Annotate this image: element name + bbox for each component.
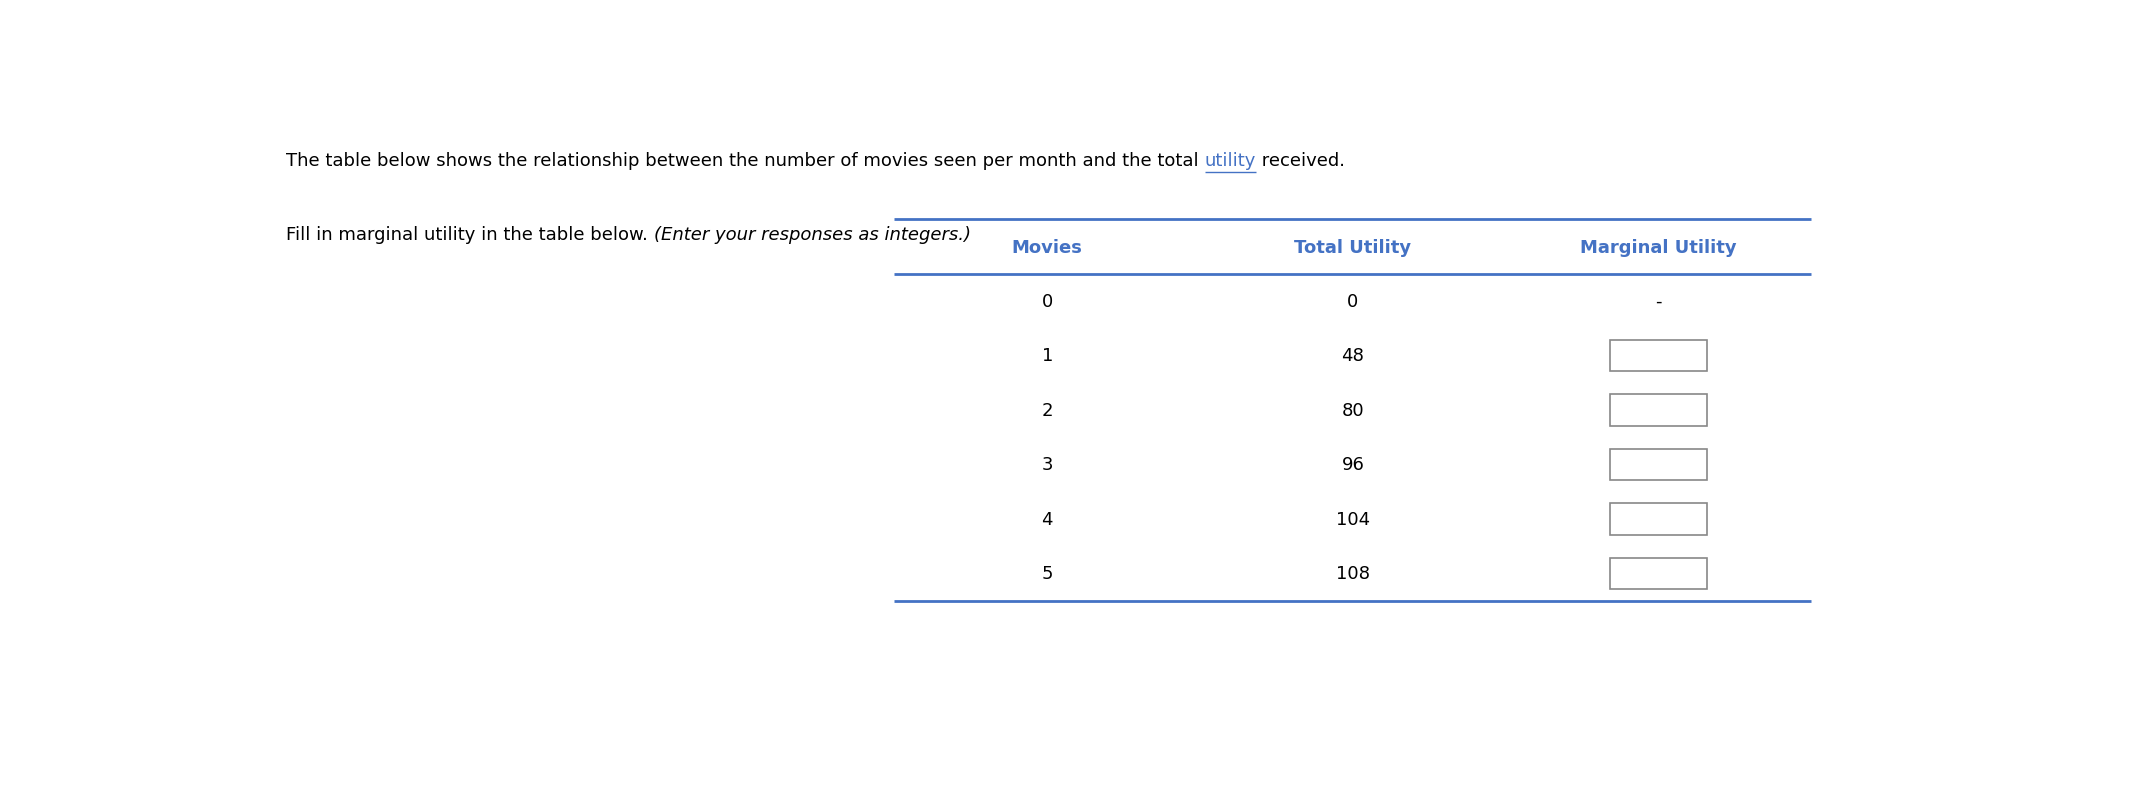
Text: 96: 96 [1341,456,1364,474]
Text: 48: 48 [1341,347,1364,365]
Text: Movies: Movies [1013,238,1083,256]
Text: 80: 80 [1341,402,1364,419]
FancyBboxPatch shape [1610,503,1708,535]
Text: 4: 4 [1040,510,1053,528]
Text: Total Utility: Total Utility [1294,238,1411,256]
FancyBboxPatch shape [1610,449,1708,481]
Text: (Enter your responses as integers.): (Enter your responses as integers.) [655,226,970,244]
Text: -: - [1654,292,1661,311]
Text: 5: 5 [1040,565,1053,583]
Text: received.: received. [1256,152,1345,170]
Text: 0: 0 [1347,292,1358,311]
Text: 0: 0 [1043,292,1053,311]
FancyBboxPatch shape [1610,558,1708,589]
Text: 2: 2 [1040,402,1053,419]
Text: 108: 108 [1337,565,1371,583]
Text: 104: 104 [1337,510,1371,528]
Text: 3: 3 [1040,456,1053,474]
Text: Marginal Utility: Marginal Utility [1580,238,1738,256]
Text: The table below shows the relationship between the number of movies seen per mon: The table below shows the relationship b… [286,152,1205,170]
Text: utility: utility [1205,152,1256,170]
FancyBboxPatch shape [1610,395,1708,426]
Text: 1: 1 [1043,347,1053,365]
FancyBboxPatch shape [1610,340,1708,372]
Text: Fill in marginal utility in the table below.: Fill in marginal utility in the table be… [286,226,655,244]
